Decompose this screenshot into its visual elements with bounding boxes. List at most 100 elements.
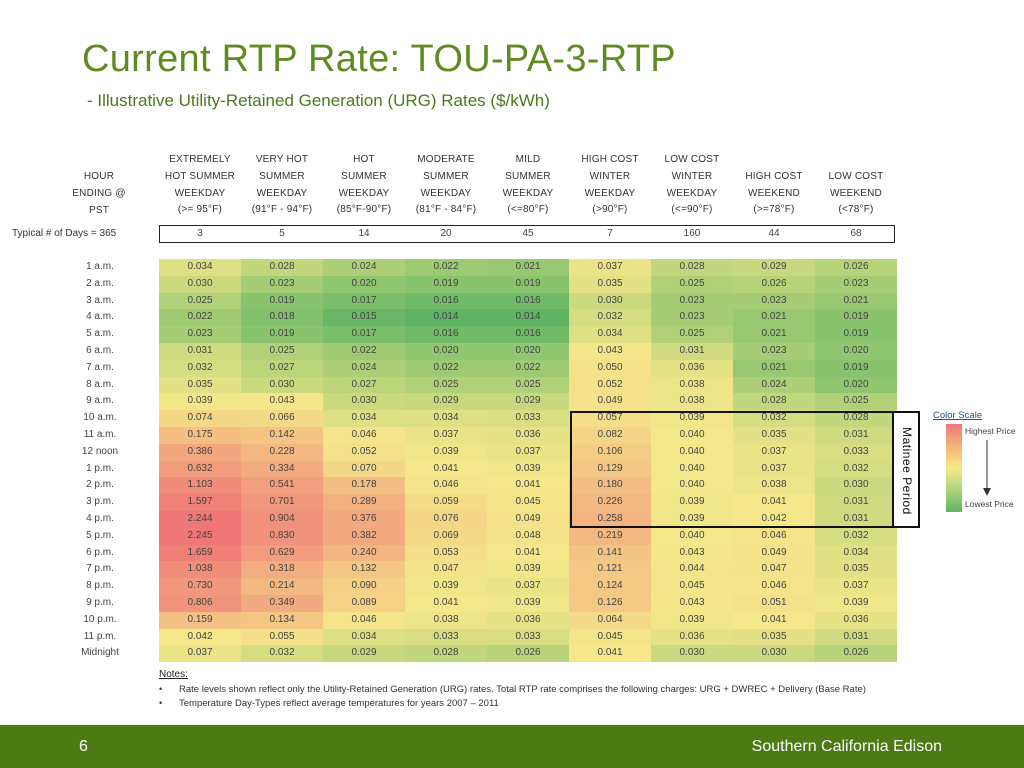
heatmap-cell: 0.076 [405, 511, 487, 528]
color-scale-lowest-label: Lowest Price [965, 499, 1014, 509]
heatmap-cell: 0.052 [323, 443, 405, 461]
heatmap-cell: 0.382 [323, 527, 405, 545]
heatmap-cell: 0.030 [569, 292, 651, 310]
column-header-line: SUMMER [341, 170, 387, 182]
heatmap-cell: 0.019 [405, 275, 487, 293]
hour-label: 1 p.m. [86, 462, 114, 474]
heatmap-cell: 0.037 [405, 427, 487, 444]
heatmap-cell: 2.245 [159, 527, 241, 545]
heatmap-cell: 0.034 [323, 410, 405, 427]
hour-header-line: PST [88, 204, 110, 216]
heatmap-cell: 0.036 [487, 611, 569, 629]
heatmap-cell: 0.045 [651, 578, 733, 595]
hour-label: 8 p.m. [86, 580, 114, 592]
hour-label: 6 a.m. [86, 345, 114, 356]
heatmap-cell: 0.034 [159, 259, 241, 276]
note-item: • Rate levels shown reflect only the Util… [159, 684, 866, 695]
days-label: Typical # of Days = 365 [12, 228, 117, 239]
column-header-line: WEEKEND [748, 187, 800, 199]
hour-label: 10 p.m. [83, 613, 117, 625]
day-count-cell: 44 [768, 228, 780, 239]
heatmap-cell: 0.039 [651, 611, 733, 629]
heatmap-cell: 0.043 [241, 393, 323, 411]
note-bullet: • [159, 698, 163, 709]
hour-label: 4 p.m. [86, 513, 114, 524]
heatmap-cell: 0.035 [815, 561, 897, 579]
heatmap-cell: 0.041 [733, 611, 815, 629]
heatmap-cell: 0.036 [651, 359, 733, 377]
heatmap-cell: 0.019 [241, 326, 323, 343]
heatmap-cell: 0.018 [241, 309, 323, 327]
heatmap-cell: 0.040 [651, 477, 733, 495]
heatmap-cell: 0.730 [159, 578, 241, 595]
heatmap-cell: 0.030 [241, 376, 323, 394]
heatmap-cell: 0.029 [487, 393, 569, 411]
heatmap-cell: 0.015 [323, 309, 405, 327]
heatmap-cell: 0.048 [487, 527, 569, 545]
heatmap-cell: 0.024 [733, 376, 815, 394]
heatmap-cell: 0.258 [569, 511, 651, 528]
column-header-line: WEEKDAY [584, 187, 636, 199]
hour-label: Midnight [81, 647, 119, 659]
heatmap-cell: 0.040 [651, 527, 733, 545]
heatmap-cell: 0.039 [159, 393, 241, 411]
heatmap-cell: 0.037 [487, 578, 569, 595]
column-header-line: (85°F-90°F) [336, 204, 392, 216]
heatmap-cell: 0.028 [815, 410, 897, 427]
heatmap-cell: 0.021 [815, 292, 897, 310]
heatmap-cell: 0.057 [569, 410, 651, 427]
heatmap-cell: 0.349 [241, 595, 323, 612]
column-header-line: HIGH COST [745, 170, 803, 182]
hour-header-line: ENDING @ [72, 187, 126, 199]
heatmap-cell: 0.226 [569, 494, 651, 511]
heatmap-cell: 0.318 [241, 561, 323, 579]
heatmap-cell: 0.031 [815, 511, 897, 528]
hour-label: 7 p.m. [86, 563, 114, 575]
heatmap-cell: 0.019 [815, 309, 897, 327]
heatmap-cell: 0.030 [815, 477, 897, 495]
heatmap-cell: 0.053 [405, 544, 487, 562]
heatmap-cell: 0.025 [815, 393, 897, 411]
day-count-cell: 3 [197, 228, 203, 239]
heatmap-cell: 0.023 [733, 343, 815, 360]
page-subtitle: - Illustrative Utility-Retained Generati… [87, 91, 550, 110]
day-count-cell: 68 [850, 228, 862, 239]
column-header-line: MILD [515, 154, 541, 165]
heatmap-cell: 0.014 [405, 309, 487, 327]
heatmap-cell: 0.040 [651, 427, 733, 444]
heatmap-cell: 0.016 [487, 292, 569, 310]
note-text: Temperature Day-Types reflect average te… [179, 698, 499, 709]
heatmap-cell: 0.049 [487, 511, 569, 528]
heatmap-cell: 0.334 [241, 460, 323, 478]
color-scale-highest-label: Highest Price [965, 426, 1016, 436]
heatmap-cell: 0.045 [487, 494, 569, 511]
heatmap-cell: 0.034 [569, 326, 651, 343]
hour-header-line: HOUR [83, 171, 115, 182]
heatmap-cell: 0.021 [733, 359, 815, 377]
heatmap-cell: 0.042 [159, 628, 241, 646]
heatmap-cell: 0.038 [733, 477, 815, 495]
heatmap-cell: 0.035 [733, 427, 815, 444]
heatmap-cell: 0.124 [569, 578, 651, 595]
heatmap-cell: 0.020 [815, 376, 897, 394]
hour-label: 2 a.m. [86, 277, 114, 289]
hour-label: 6 p.m. [86, 546, 114, 558]
heatmap-cell: 0.289 [323, 494, 405, 511]
heatmap-cell: 1.038 [159, 561, 241, 579]
heatmap-cell: 0.051 [733, 595, 815, 612]
column-header-line: EXTREMELY [169, 154, 231, 165]
column-header-line: WEEKDAY [338, 187, 390, 199]
heatmap-cell: 0.016 [405, 326, 487, 343]
heatmap-cell: 0.219 [569, 527, 651, 545]
column-header: LOW COST WINTER WEEKDAY (<=90°F) [651, 152, 733, 219]
hour-label: 11 a.m. [83, 429, 117, 440]
heatmap-cell: 0.033 [405, 628, 487, 646]
heatmap-cell: 0.064 [569, 611, 651, 629]
heatmap-cell: 0.041 [405, 460, 487, 478]
heatmap-cell: 0.026 [733, 275, 815, 293]
heatmap-cell: 0.033 [487, 628, 569, 646]
heatmap-cell: 0.043 [651, 544, 733, 562]
heatmap-cell: 0.016 [487, 326, 569, 343]
heatmap-cell: 0.039 [405, 578, 487, 595]
heatmap-cell: 0.044 [651, 561, 733, 579]
